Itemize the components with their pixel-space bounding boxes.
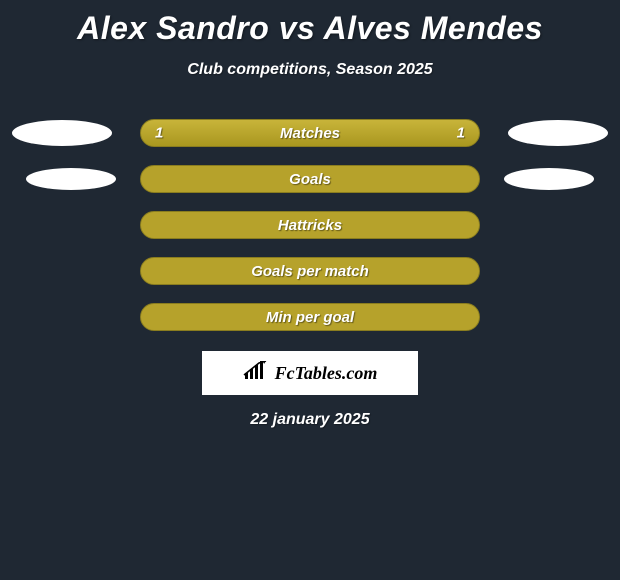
comparison-rows: 1 Matches 1 Goals Hattricks Goals per ma…	[0, 119, 620, 331]
bar-chart-icon	[243, 361, 269, 386]
right-oval	[504, 168, 594, 190]
subtitle: Club competitions, Season 2025	[0, 61, 620, 79]
bar-goals-per-match: Goals per match	[140, 257, 480, 285]
bar-label: Min per goal	[266, 309, 354, 326]
date-text: 22 january 2025	[0, 411, 620, 429]
left-oval	[12, 120, 112, 146]
bar-left-value: 1	[155, 125, 163, 142]
right-oval	[508, 120, 608, 146]
bar-label: Goals per match	[251, 263, 369, 280]
row-goals-per-match: Goals per match	[0, 257, 620, 285]
logo-box: FcTables.com	[202, 351, 418, 395]
page-title: Alex Sandro vs Alves Mendes	[0, 0, 620, 47]
row-matches: 1 Matches 1	[0, 119, 620, 147]
bar-right-value: 1	[457, 125, 465, 142]
row-hattricks: Hattricks	[0, 211, 620, 239]
bar-goals: Goals	[140, 165, 480, 193]
logo-text: FcTables.com	[275, 363, 378, 384]
left-oval	[26, 168, 116, 190]
bar-min-per-goal: Min per goal	[140, 303, 480, 331]
bar-label: Goals	[289, 171, 331, 188]
bar-hattricks: Hattricks	[140, 211, 480, 239]
row-goals: Goals	[0, 165, 620, 193]
bar-label: Matches	[280, 125, 340, 142]
bar-matches: 1 Matches 1	[140, 119, 480, 147]
row-min-per-goal: Min per goal	[0, 303, 620, 331]
bar-label: Hattricks	[278, 217, 342, 234]
